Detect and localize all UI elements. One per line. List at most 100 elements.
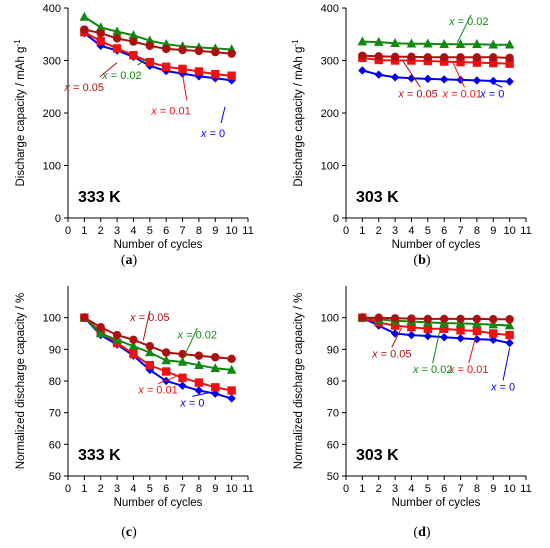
data-point <box>145 57 155 67</box>
data-point <box>423 74 433 84</box>
data-point <box>194 359 204 369</box>
x-tick-label: 11 <box>520 483 531 495</box>
data-point <box>161 62 171 71</box>
data-point <box>194 72 204 81</box>
x-tick-label: 4 <box>130 225 136 237</box>
data-point <box>178 373 187 383</box>
annotation-leader <box>502 347 511 381</box>
data-point <box>177 356 188 366</box>
y-tick-label: 90 <box>49 344 61 356</box>
data-point <box>194 378 204 387</box>
data-point <box>406 38 417 48</box>
series-x0 <box>358 66 514 86</box>
x-tick-label: 4 <box>130 483 136 495</box>
y-axis-label: Discharge capacity / mAh g-1 <box>13 39 28 187</box>
data-point <box>489 329 498 338</box>
data-point <box>227 386 236 395</box>
data-point <box>128 30 139 40</box>
series-line <box>362 316 510 321</box>
y-tick-label: 50 <box>327 471 339 483</box>
annotation-leader <box>137 58 147 66</box>
data-point <box>472 318 482 328</box>
x-tick-label: 6 <box>163 225 169 237</box>
data-point <box>79 11 90 21</box>
data-point <box>145 35 155 45</box>
series-annotation: x = 0.02 <box>101 70 141 82</box>
data-point <box>504 320 515 330</box>
data-point <box>390 314 400 323</box>
y-tick-label: 60 <box>327 439 339 451</box>
annotation-leader <box>468 332 478 364</box>
y-tick-label: 300 <box>321 56 339 68</box>
data-point <box>423 314 433 324</box>
data-point <box>505 315 514 324</box>
x-tick-label: 11 <box>242 225 253 237</box>
data-point <box>161 44 171 54</box>
x-tick-label: 7 <box>179 225 185 237</box>
annotation-leader <box>157 376 177 385</box>
data-point <box>96 36 105 46</box>
data-point <box>423 53 433 62</box>
panel-caption: (c) <box>121 525 137 540</box>
y-tick-label: 400 <box>43 3 61 15</box>
data-point <box>161 367 171 376</box>
annotation-leader <box>99 62 118 78</box>
data-point <box>407 330 416 340</box>
data-point <box>423 38 433 48</box>
annotation-leader <box>182 328 198 361</box>
data-point <box>489 335 498 345</box>
series-line <box>84 28 232 55</box>
x-tick-label: 1 <box>81 225 87 237</box>
annotation-leader <box>142 310 151 341</box>
data-point <box>128 340 139 350</box>
y-tick-label: 0 <box>55 213 61 225</box>
data-point <box>211 47 220 57</box>
data-point <box>505 338 514 348</box>
y-tick-label: 50 <box>49 471 61 483</box>
series-x005 <box>80 313 236 364</box>
data-point <box>472 53 482 62</box>
data-point <box>194 386 204 395</box>
y-tick-label: 70 <box>49 408 61 420</box>
x-tick-label: 8 <box>196 483 202 495</box>
x-tick-label: 8 <box>196 225 202 237</box>
y-tick-label: 200 <box>43 108 61 120</box>
data-point <box>129 51 138 60</box>
x-tick-label: 0 <box>65 225 71 237</box>
annotation-leader <box>489 81 503 88</box>
x-tick-label: 2 <box>376 225 382 237</box>
series-line <box>362 56 510 65</box>
data-point <box>358 313 367 322</box>
y-tick-label: 100 <box>321 313 339 325</box>
series-annotation: x = 0.02 <box>448 16 488 28</box>
series-x002 <box>357 36 515 49</box>
series-annotation: x = 0.05 <box>64 82 104 94</box>
series-annotation: x = 0.02 <box>412 364 452 376</box>
x-tick-label: 7 <box>457 483 463 495</box>
data-point <box>210 363 221 373</box>
data-point <box>129 335 138 345</box>
x-axis-label: Number of cycles <box>114 497 203 509</box>
data-point <box>489 76 498 86</box>
series-x002 <box>79 11 237 54</box>
series-line <box>362 316 510 327</box>
series-x005 <box>358 51 514 63</box>
y-tick-label: 100 <box>43 161 61 173</box>
data-point <box>455 39 466 49</box>
annotation-leader <box>192 392 209 397</box>
data-point <box>194 46 204 56</box>
x-tick-label: 0 <box>343 483 349 495</box>
x-tick-label: 6 <box>441 483 447 495</box>
series-annotation: x = 0.01 <box>442 88 482 100</box>
y-tick-label: 60 <box>49 439 61 451</box>
temperature-label: 303 K <box>356 189 399 206</box>
data-point <box>178 381 187 390</box>
data-point <box>178 45 187 55</box>
x-tick-label: 9 <box>490 483 496 495</box>
data-point <box>472 58 482 67</box>
x-tick-label: 8 <box>474 483 480 495</box>
temperature-label: 333 K <box>78 447 121 464</box>
data-point <box>456 326 465 335</box>
